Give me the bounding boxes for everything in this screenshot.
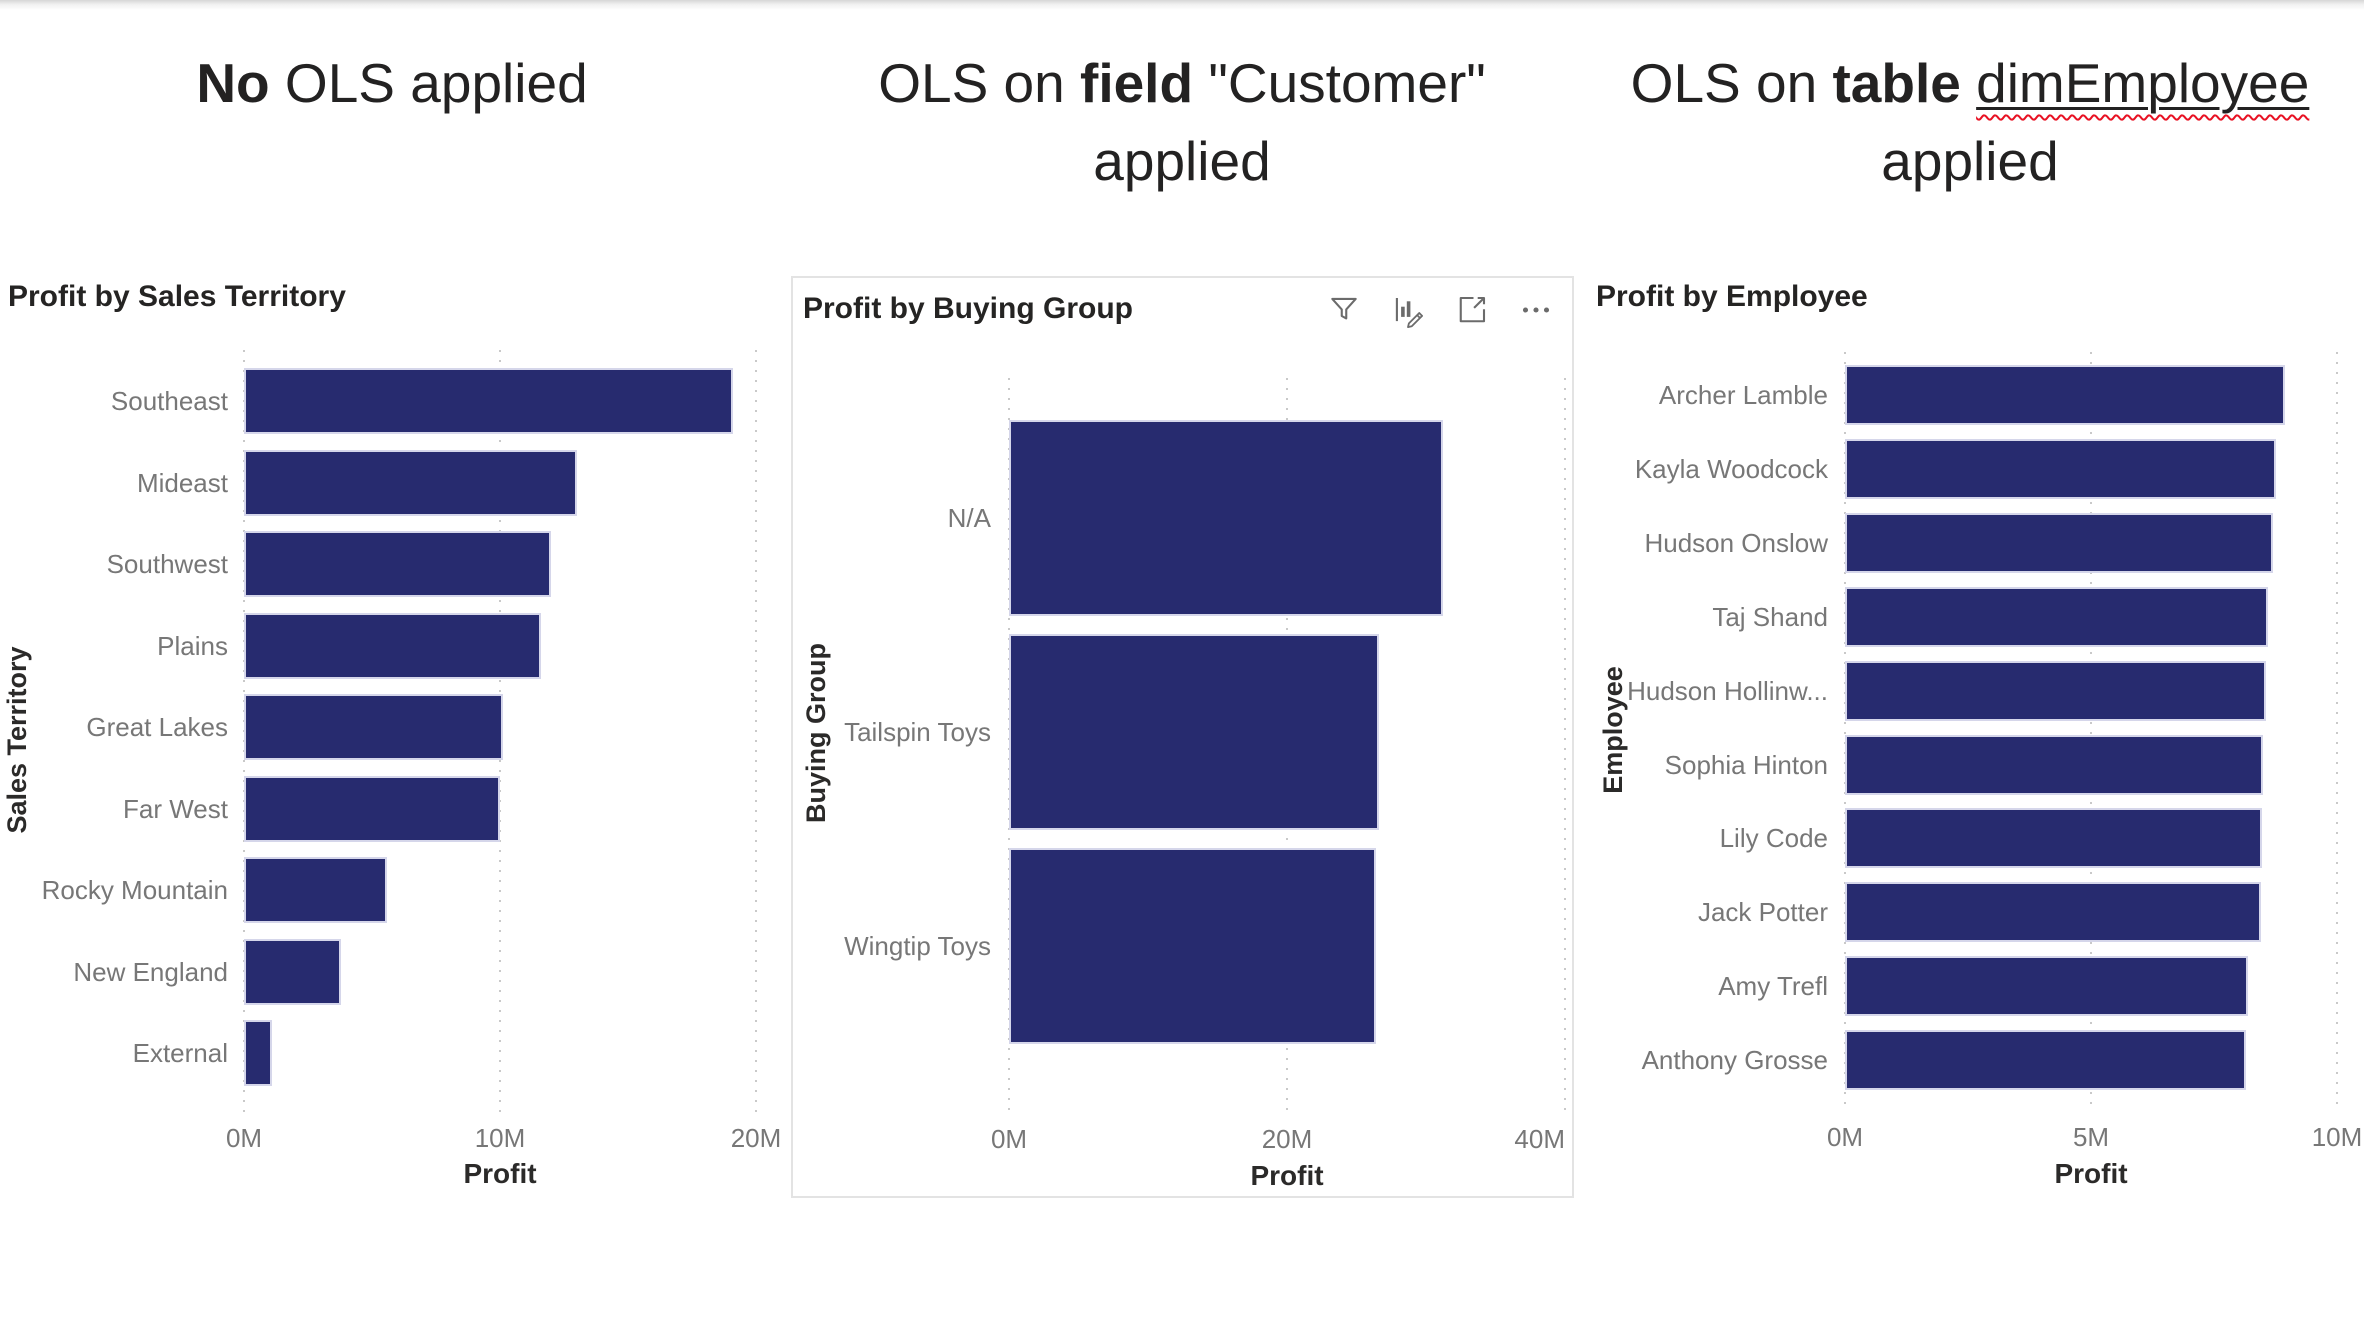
filter-icon[interactable] (1326, 292, 1362, 328)
bar-kayla-woodcock[interactable] (1845, 439, 2276, 499)
bar-rocky-mountain[interactable] (244, 857, 387, 923)
visual-profit-by-buying-group: Profit by Buying Group N/A Tailspin Toys Wi… (791, 276, 1574, 1198)
x-axis-title: Profit (1250, 1160, 1324, 1191)
bar-new-england[interactable] (244, 939, 341, 1005)
window-top-edge (0, 0, 2364, 10)
category-label-archer-lamble: Archer Lamble (1658, 380, 1828, 410)
x-tick-label: 0M (225, 1123, 263, 1153)
category-label-wingtip-toys: Wingtip Toys (844, 931, 991, 961)
spellcheck-squiggle: dimEmployee (1976, 52, 2310, 114)
bar-mideast[interactable] (244, 450, 577, 516)
chart-title: Profit by Employee (1596, 280, 1868, 313)
bar-wingtip-toys[interactable] (1009, 848, 1376, 1044)
focus-mode-icon[interactable] (1454, 292, 1490, 328)
bar-archer-lamble[interactable] (1845, 365, 2285, 425)
x-tick-label: 5M (2072, 1122, 2110, 1152)
heading-text: No (196, 52, 270, 114)
heading-text: OLS applied (269, 52, 588, 114)
bar-southeast[interactable] (244, 368, 733, 434)
heading-text: "Customer" (1193, 52, 1486, 114)
category-label-mideast: Mideast (136, 468, 228, 498)
heading-text: OLS on (1630, 52, 1833, 114)
bar-external[interactable] (244, 1020, 272, 1086)
x-axis-title: Profit (2054, 1158, 2128, 1189)
category-label-southeast: Southeast (110, 386, 228, 416)
heading-text: table (1832, 52, 1961, 114)
bar-lily-code[interactable] (1845, 808, 2262, 868)
category-label-far-west: Far West (123, 794, 228, 824)
gridline (2336, 352, 2338, 1112)
bar-hudson-onslow[interactable] (1845, 513, 2273, 573)
category-label-lily-code: Lily Code (1719, 823, 1828, 853)
category-label-tailspin-toys: Tailspin Toys (844, 717, 991, 747)
category-label-jack-potter: Jack Potter (1697, 897, 1828, 927)
heading-line: applied (1576, 122, 2364, 200)
gridline (2090, 352, 2092, 1112)
category-label-southwest: Southwest (106, 549, 228, 579)
heading-word-misspelled: dimEmployee (1976, 52, 2309, 114)
visual-header-toolbar (1326, 292, 1554, 328)
section-title-ols-field: OLS on field "Customer" applied (790, 44, 1574, 200)
section-title-no-ols: No OLS applied (0, 44, 784, 122)
x-tick-label: 10M (2311, 1122, 2363, 1152)
heading-line: OLS on field "Customer" (790, 44, 1574, 122)
y-axis-title: Buying Group (801, 643, 831, 823)
visual-profit-by-sales-territory: Profit by Sales Territory Southeast Mideas… (0, 270, 782, 1210)
x-tick-label: 10M (474, 1123, 526, 1153)
bar-hudson-hollinw[interactable] (1845, 661, 2266, 721)
bar-anthony-grosse[interactable] (1845, 1030, 2246, 1090)
category-label-sophia-hinton: Sophia Hinton (1664, 750, 1828, 780)
bar-great-lakes[interactable] (244, 694, 503, 760)
bar-plains[interactable] (244, 613, 541, 679)
y-axis-title: Sales Territory (2, 646, 32, 834)
category-label-rocky-mountain: Rocky Mountain (41, 875, 228, 905)
category-label-n-a: N/A (947, 503, 991, 533)
category-label-hudson-hollinw: Hudson Hollinw... (1627, 676, 1828, 706)
category-label-new-england: New England (73, 957, 228, 987)
category-label-anthony-grosse: Anthony Grosse (1641, 1045, 1828, 1075)
category-label-kayla-woodcock: Kayla Woodcock (1634, 454, 1828, 484)
gridline (755, 350, 757, 1112)
category-label-taj-shand: Taj Shand (1712, 602, 1828, 632)
x-axis-title: Profit (463, 1158, 537, 1189)
more-options-icon[interactable] (1518, 292, 1554, 328)
bar-n-a[interactable] (1009, 420, 1443, 616)
heading-text: applied (1093, 130, 1271, 192)
bar-far-west[interactable] (244, 776, 500, 842)
x-tick-label: 20M (1261, 1124, 1313, 1154)
chart-title: Profit by Buying Group (803, 292, 1133, 325)
category-label-amy-trefl: Amy Trefl (1718, 971, 1828, 1001)
bar-amy-trefl[interactable] (1845, 956, 2248, 1016)
gridline (1564, 378, 1566, 1112)
bar-sophia-hinton[interactable] (1845, 735, 2263, 795)
bar-southwest[interactable] (244, 531, 551, 597)
heading-text: applied (1881, 130, 2059, 192)
x-tick-label: 0M (1826, 1122, 1864, 1152)
category-label-hudson-onslow: Hudson Onslow (1644, 528, 1828, 558)
chart-title: Profit by Sales Territory (8, 280, 346, 313)
x-tick-label: 40M (1514, 1124, 1565, 1154)
bar-jack-potter[interactable] (1845, 882, 2261, 942)
heading-text (1961, 52, 1976, 114)
x-tick-label: 0M (990, 1124, 1028, 1154)
heading-line: OLS on table dimEmployee (1576, 44, 2364, 122)
category-label-plains: Plains (157, 631, 228, 661)
y-axis-title: Employee (1598, 666, 1628, 794)
heading-line: No OLS applied (0, 44, 784, 122)
section-title-ols-table: OLS on table dimEmployee applied (1576, 44, 2364, 200)
category-label-external: External (132, 1038, 228, 1068)
x-tick-label: 20M (730, 1123, 782, 1153)
visual-profit-by-employee: Profit by Employee Archer Lamble Kayla Woo… (1590, 270, 2364, 1210)
personalize-visual-icon[interactable] (1390, 292, 1426, 328)
heading-text: field (1080, 52, 1194, 114)
heading-text: OLS on (878, 52, 1080, 114)
bar-tailspin-toys[interactable] (1009, 634, 1379, 830)
bar-taj-shand[interactable] (1845, 587, 2268, 647)
gridline (1844, 352, 1846, 1112)
heading-line: applied (790, 122, 1574, 200)
category-label-great-lakes: Great Lakes (86, 712, 228, 742)
